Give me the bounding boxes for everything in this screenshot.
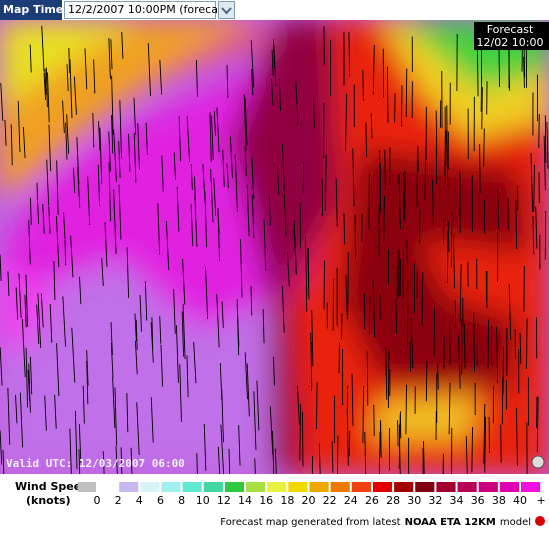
wind-barb <box>410 341 411 372</box>
legend-label: 34 <box>450 494 464 507</box>
legend-swatch <box>204 482 223 492</box>
wind-barb <box>385 150 386 190</box>
legend-swatch <box>246 482 265 492</box>
legend-swatch <box>436 482 455 492</box>
legend-swatch <box>352 482 371 492</box>
wind-barb <box>387 67 388 123</box>
legend-label: 32 <box>428 494 442 507</box>
legend-swatch <box>119 482 138 492</box>
legend-label: 12 <box>217 494 231 507</box>
legend-swatch <box>310 482 329 492</box>
wind-barb <box>445 130 446 176</box>
legend-swatch <box>225 482 244 492</box>
legend-swatch <box>288 482 307 492</box>
legend-swatch <box>331 482 350 492</box>
legend-label: 36 <box>471 494 485 507</box>
wind-barb <box>381 422 382 458</box>
wind-barb <box>396 299 397 333</box>
wind-barb <box>434 308 435 357</box>
legend-label: 24 <box>344 494 358 507</box>
legend-swatch <box>78 482 96 492</box>
legend-swatch <box>521 482 540 492</box>
wind-barb <box>501 425 502 463</box>
legend-swatch <box>458 482 477 492</box>
legend-swatch <box>394 482 413 492</box>
wind-barb <box>302 412 303 467</box>
legend-label: 22 <box>323 494 337 507</box>
legend-label: 26 <box>365 494 379 507</box>
info-icon[interactable] <box>535 516 545 526</box>
legend-swatch <box>373 482 392 492</box>
legend-label: 14 <box>238 494 252 507</box>
map <box>0 20 549 507</box>
wind-barb <box>482 87 483 129</box>
legend-swatch <box>140 482 159 492</box>
wind-barb <box>401 85 402 127</box>
footer-suffix: model <box>500 517 531 528</box>
legend-label: 28 <box>386 494 400 507</box>
wind-barb <box>451 212 452 267</box>
legend-label: 38 <box>492 494 506 507</box>
footer-model: NOAA ETA 12KM <box>405 517 496 528</box>
legend-label: 2 <box>115 494 122 507</box>
legend-label: 40 <box>513 494 527 507</box>
wind-barb <box>395 93 396 122</box>
wind-barb <box>447 230 448 283</box>
legend-swatch <box>267 482 286 492</box>
toolbar-label: Map Time: <box>3 3 68 16</box>
wind-barb <box>455 300 456 328</box>
valid-time: Valid UTC: 12/03/2007 06:00 <box>6 457 185 470</box>
wind-barb <box>367 352 368 406</box>
legend-swatch <box>98 482 117 492</box>
wind-barb <box>388 350 389 408</box>
legend-swatch <box>479 482 498 492</box>
legend-label: 6 <box>157 494 164 507</box>
legend-label: 16 <box>259 494 273 507</box>
legend-label: 8 <box>178 494 185 507</box>
legend-label: 0 <box>94 494 101 507</box>
wind-barb <box>397 420 398 446</box>
legend-label: + <box>537 494 546 507</box>
legend-label: 30 <box>407 494 421 507</box>
legend-label: 20 <box>302 494 316 507</box>
legend-swatch <box>183 482 202 492</box>
legend-swatch <box>415 482 434 492</box>
wind-barb <box>308 248 309 299</box>
wind-barb <box>450 324 451 365</box>
wind-barb <box>324 261 325 310</box>
time-select-text: 12/2/2007 10:00PM (forecast) <box>68 3 232 16</box>
legend-label: 4 <box>136 494 143 507</box>
wind-barb <box>488 320 489 369</box>
legend-title: Wind Speed <box>15 480 89 493</box>
select-button[interactable] <box>219 2 235 19</box>
badge-title: Forecast <box>487 23 534 36</box>
legend-swatch <box>161 482 180 492</box>
legend-units: (knots) <box>26 494 71 507</box>
wind-barb <box>374 405 375 436</box>
wind-barb <box>484 128 485 166</box>
wind-barb <box>316 382 317 429</box>
legend-label: 18 <box>280 494 294 507</box>
zoom-button[interactable] <box>532 456 544 468</box>
wind-barb <box>306 287 307 312</box>
wind-barb <box>386 365 387 400</box>
badge-time: 12/02 10:00 <box>477 36 544 49</box>
legend-label: 10 <box>196 494 210 507</box>
wind-barb <box>426 361 427 401</box>
footer-prefix: Forecast map generated from latest <box>220 517 400 528</box>
wind-barb <box>503 347 504 395</box>
legend-swatch <box>500 482 519 492</box>
wind-barb <box>477 323 478 365</box>
wind-barb <box>527 318 528 369</box>
wind-barb <box>536 397 537 428</box>
wind-barb <box>379 451 380 507</box>
